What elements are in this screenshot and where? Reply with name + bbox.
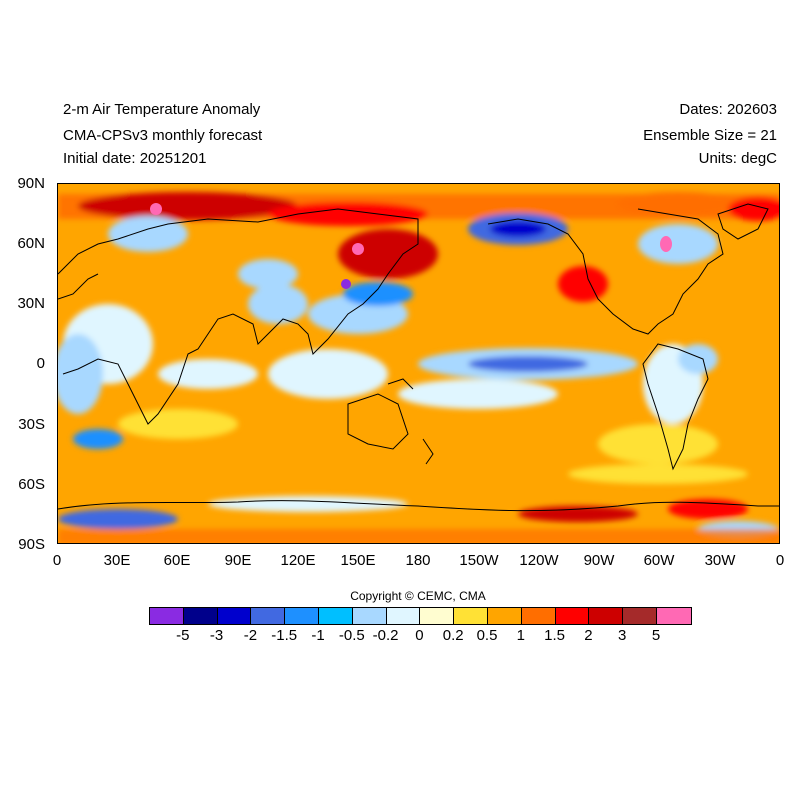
lon-label: 150W [459,552,499,569]
colorbar-swatch [183,608,218,624]
lon-label: 90E [224,552,252,569]
lon-label: 0 [52,552,62,569]
colorbar-swatch [318,608,353,624]
lat-label: 30S [18,416,45,433]
colorbar-swatch [251,608,286,624]
colorbar-tick-label: 0 [415,627,424,644]
colorbar-tick-label: 0.2 [442,627,464,644]
colorbar-swatch [623,608,657,624]
colorbar-swatch [150,608,184,624]
map-subtitle: CMA-CPSv3 monthly forecast [63,127,263,144]
lon-label: 120E [280,552,316,569]
colorbar-tick-label: 0.5 [476,627,498,644]
lat-label: 60S [18,476,45,493]
lat-label: 60N [17,235,45,252]
lon-label: 120W [519,552,559,569]
colorbar-swatch [521,608,556,624]
lat-label: 30N [17,295,45,312]
colorbar-tick-label: -1.5 [271,627,298,644]
lon-label: 30W [704,552,736,569]
colorbar-swatch [454,608,488,624]
lon-label: 30E [103,552,131,569]
lat-label: 0 [36,355,45,372]
lon-label: 180 [405,552,431,569]
colorbar-swatch [386,608,421,624]
initial-date-label: Initial date: 20251201 [63,150,207,167]
colorbar-tick-label: -5 [176,627,190,644]
lat-label: 90S [18,536,45,553]
colorbar-swatch [285,608,319,624]
units-label: Units: degC [698,150,777,167]
colorbar-swatch [589,608,624,624]
colorbar-swatch [487,608,522,624]
colorbar-swatch [555,608,590,624]
lon-label: 150E [340,552,376,569]
lon-label: 60E [163,552,191,569]
copyright-label: Copyright © CEMC, CMA [350,589,486,603]
lon-label: 60W [643,552,675,569]
colorbar-tick-label: -0.2 [372,627,399,644]
colorbar-legend [149,607,692,625]
colorbar-tick-label: -2 [243,627,258,644]
colorbar-tick-label: 1.5 [544,627,566,644]
map-title: 2-m Air Temperature Anomaly [63,101,261,118]
lon-label: 0 [775,552,785,569]
colorbar-swatch [656,608,691,624]
colorbar-tick-label: -0.5 [338,627,365,644]
colorbar-tick-label: 1 [516,627,525,644]
ensemble-size-label: Ensemble Size = 21 [643,127,777,144]
colorbar-swatch [352,608,387,624]
dates-label: Dates: 202603 [679,101,777,118]
lon-label: 90W [583,552,615,569]
colorbar-tick-label: -3 [209,627,224,644]
colorbar-tick-label: 5 [651,627,661,644]
colorbar-swatch [420,608,455,624]
colorbar-tick-label: 3 [618,627,627,644]
colorbar-swatch [217,608,252,624]
lat-label: 90N [17,175,45,192]
colorbar-tick-label: -1 [311,627,325,644]
temperature-anomaly-map [57,183,780,544]
colorbar-tick-label: 2 [584,627,593,644]
